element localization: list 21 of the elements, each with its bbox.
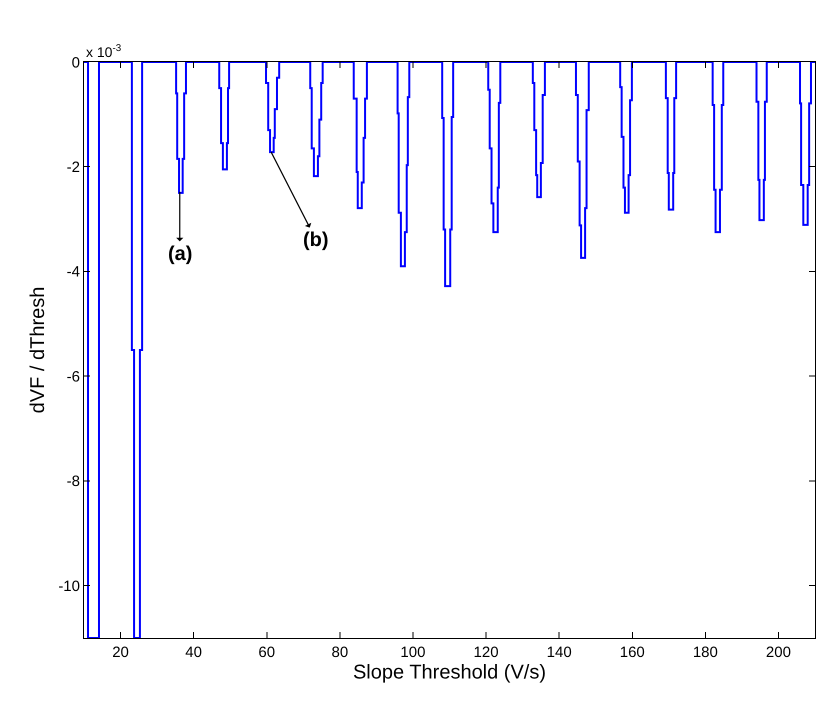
- x-tick-label: 80: [332, 644, 348, 661]
- y-tick-label: -8: [66, 473, 80, 490]
- y-tick-label: -6: [66, 368, 80, 386]
- x-tick-label: 140: [546, 644, 572, 661]
- text: x 10$^{-3}$: [86, 43, 122, 60]
- y-tick-label: -2: [66, 158, 80, 176]
- annotation: (b): [303, 229, 329, 251]
- x-tick-label: 160: [620, 644, 645, 661]
- x-tick-label: 60: [258, 644, 276, 661]
- x-tick-label: 100: [400, 644, 426, 661]
- y-axis-title: dVF / dThresh: [26, 286, 49, 414]
- x-tick-label: 120: [474, 644, 499, 661]
- x-tick-label: 20: [112, 644, 129, 661]
- y-tick-label: 0: [72, 54, 80, 72]
- annotation: (a): [168, 243, 192, 265]
- y-tick-label: -4: [66, 264, 80, 281]
- x-tick-label: 180: [692, 644, 718, 661]
- y-tick-label: -10: [58, 578, 80, 595]
- x-axis-title: Slope Threshold (V/s): [352, 662, 546, 684]
- x-tick-label: 200: [766, 644, 791, 661]
- x-tick-label: 40: [185, 644, 202, 661]
